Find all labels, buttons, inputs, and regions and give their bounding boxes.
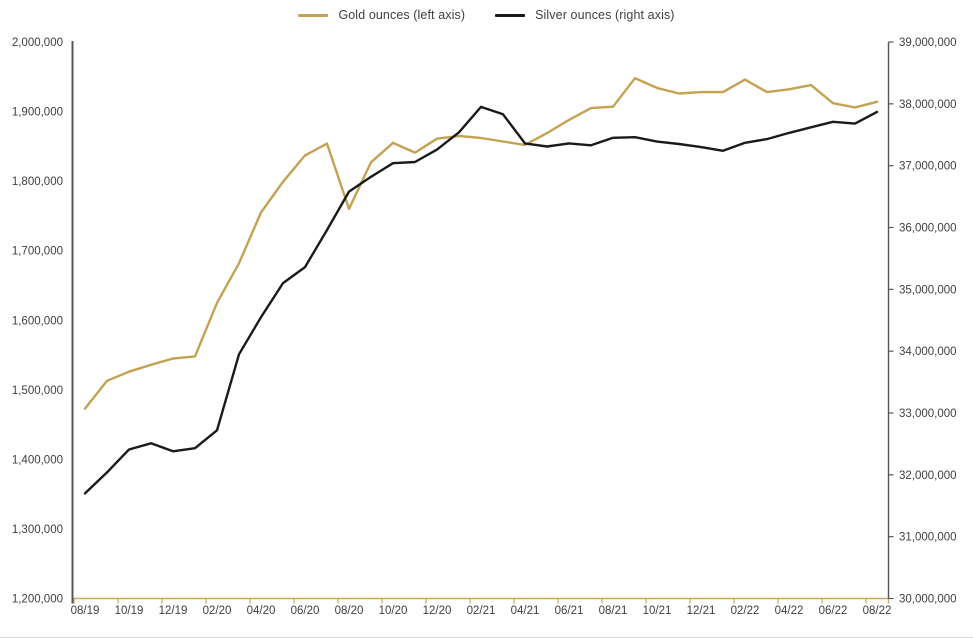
legend-item-silver: Silver ounces (right axis)	[495, 8, 674, 22]
left-axis-tick-label: 1,600,000	[12, 315, 63, 327]
x-axis-tick-label: 06/22	[819, 605, 848, 617]
right-axis-tick-label: 37,000,000	[899, 161, 957, 173]
x-axis-tick-label: 06/21	[555, 605, 584, 617]
x-axis-tick-label: 08/21	[599, 605, 628, 617]
right-axis-tick-label: 36,000,000	[899, 223, 957, 235]
x-axis-tick-label: 02/20	[203, 605, 232, 617]
x-axis-tick-label: 02/22	[731, 605, 760, 617]
right-axis-tick-label: 34,000,000	[899, 346, 957, 358]
legend-label-gold: Gold ounces (left axis)	[338, 8, 466, 22]
left-axis-tick-label: 1,200,000	[12, 594, 63, 606]
x-axis-tick-label: 12/21	[687, 605, 716, 617]
legend-label-silver: Silver ounces (right axis)	[535, 8, 675, 22]
x-axis-tick-label: 10/19	[115, 605, 144, 617]
left-axis-tick-label: 1,700,000	[12, 246, 63, 258]
x-axis-tick-label: 12/20	[423, 605, 452, 617]
silver-series-line	[83, 105, 879, 495]
left-axis-tick-label: 1,400,000	[12, 454, 63, 466]
silver-line-swatch	[495, 13, 526, 17]
legend: Gold ounces (left axis) Silver ounces (r…	[0, 8, 973, 22]
x-axis-tick-label: 02/21	[467, 605, 496, 617]
right-axis-tick-label: 35,000,000	[899, 284, 957, 296]
gold-series-line	[83, 76, 879, 410]
x-axis-tick-label: 08/20	[335, 605, 364, 617]
left-axis-tick-label: 1,500,000	[12, 385, 63, 397]
x-axis-tick-label: 10/21	[643, 605, 672, 617]
right-axis-tick-label: 31,000,000	[899, 532, 957, 544]
x-axis-tick-label: 06/20	[291, 605, 320, 617]
x-axis-tick-label: 12/19	[159, 605, 188, 617]
left-axis-tick-label: 2,000,000	[12, 37, 63, 49]
legend-item-gold: Gold ounces (left axis)	[298, 8, 465, 22]
left-axis-tick-label: 1,900,000	[12, 107, 63, 119]
left-axis-tick-label: 1,300,000	[12, 524, 63, 536]
x-axis-tick-label: 04/21	[511, 605, 540, 617]
left-axis-tick-label: 1,800,000	[12, 176, 63, 188]
right-axis-tick-label: 32,000,000	[899, 470, 957, 482]
x-axis-tick-label: 10/20	[379, 605, 408, 617]
x-axis-tick-label: 08/22	[863, 605, 892, 617]
x-axis-tick-label: 04/22	[775, 605, 804, 617]
gold-line-swatch	[298, 13, 329, 17]
x-axis-tick-label: 08/19	[71, 605, 100, 617]
right-axis-tick-label: 33,000,000	[899, 408, 957, 420]
right-axis-tick-label: 30,000,000	[899, 594, 957, 606]
right-axis-tick-label: 39,000,000	[899, 37, 957, 49]
x-axis-tick-label: 04/20	[247, 605, 276, 617]
right-axis-tick-label: 38,000,000	[899, 99, 957, 111]
